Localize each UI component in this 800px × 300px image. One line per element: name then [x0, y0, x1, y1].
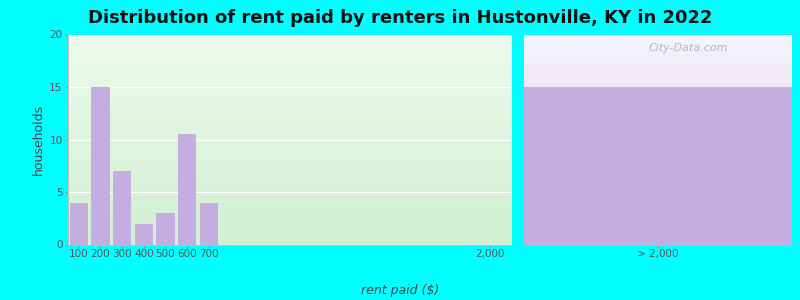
- Y-axis label: households: households: [32, 104, 45, 175]
- Bar: [199, 202, 218, 244]
- Bar: [156, 213, 174, 244]
- Bar: [113, 171, 131, 244]
- Bar: [91, 87, 110, 244]
- Text: City-Data.com: City-Data.com: [648, 43, 728, 53]
- Bar: [178, 134, 196, 244]
- Text: Distribution of rent paid by renters in Hustonville, KY in 2022: Distribution of rent paid by renters in …: [88, 9, 712, 27]
- Bar: [524, 87, 792, 244]
- Text: rent paid ($): rent paid ($): [361, 284, 439, 297]
- Bar: [134, 224, 153, 244]
- Bar: [70, 202, 88, 244]
